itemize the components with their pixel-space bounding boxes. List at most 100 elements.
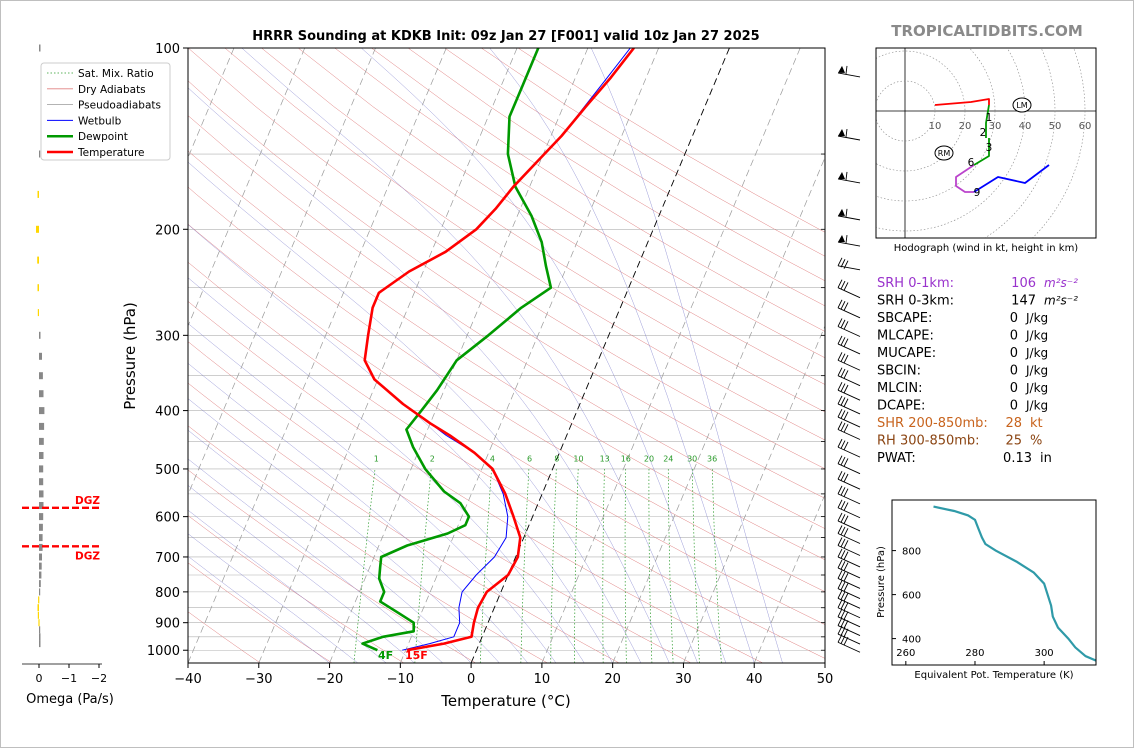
- wind-barb: [837, 485, 861, 505]
- dry-adiabat: [407, 48, 825, 307]
- theta-e-ticks: 260 280 300 400 600 800: [892, 547, 1054, 665]
- barb-feather: [837, 537, 843, 546]
- chart-title: HRRR Sounding at KDKB Init: 09z Jan 27 […: [252, 29, 759, 44]
- wind-barb: [837, 395, 861, 415]
- wind-barb: [837, 599, 861, 619]
- dry-adiabat: [334, 48, 825, 359]
- barb-feather: [843, 321, 849, 330]
- barb-feather: [845, 234, 848, 244]
- isotherm: [188, 48, 376, 496]
- dry-adiabat: [188, 115, 825, 529]
- wind-barb: [837, 65, 861, 78]
- wind-barb: [837, 559, 861, 579]
- barb-feather: [837, 634, 843, 643]
- hodo-ring-label: 60: [1079, 121, 1092, 132]
- skewt-ylabel: Pressure (hPa): [121, 302, 139, 410]
- isotherms: [188, 48, 825, 663]
- wind-barb: [837, 367, 861, 387]
- omega-bar: [39, 490, 44, 498]
- isotherm: [470, 48, 730, 663]
- wind-barb: [837, 279, 861, 299]
- index-unit: J/kg: [1025, 381, 1048, 395]
- theta-y-tick-label: 400: [902, 635, 921, 646]
- barb-staff: [837, 567, 861, 579]
- barb-feather: [840, 561, 846, 570]
- barb-feather: [837, 438, 843, 448]
- barb-feather: [840, 410, 846, 419]
- mixing-ratio-line: [692, 468, 700, 663]
- pseudoadiabat: [188, 362, 528, 663]
- dry-adiabat: [188, 382, 620, 663]
- barb-feather: [840, 550, 846, 559]
- index-unit: m²s⁻²: [1044, 276, 1078, 290]
- mixing-ratio-lines: [353, 468, 722, 663]
- barb-feather: [837, 395, 843, 405]
- y-tick-label: 200: [155, 223, 180, 238]
- barb-feather: [843, 424, 849, 433]
- mixing-ratio-label: 10: [573, 454, 583, 463]
- hodo-segment: [985, 104, 990, 138]
- barb-feather: [840, 514, 846, 523]
- omega-tick-label: −1: [61, 672, 77, 685]
- index-unit: J/kg: [1025, 329, 1048, 343]
- barb-staff: [837, 375, 861, 387]
- x-tick-label: 40: [746, 672, 763, 687]
- wind-barb: [837, 171, 861, 184]
- theta-e-xlabel: Equivalent Pot. Temperature (K): [914, 670, 1073, 681]
- barb-feather: [837, 525, 843, 534]
- wind-barb: [837, 455, 861, 475]
- omega-bar: [39, 437, 44, 445]
- omega-bar: [39, 588, 41, 596]
- omega-ticks: 0 −1 −2: [36, 664, 107, 685]
- index-value: 0: [1010, 381, 1018, 396]
- y-tick-label: 700: [155, 551, 180, 566]
- y-tick-label: 800: [155, 586, 180, 601]
- barb-feather: [843, 620, 849, 629]
- barb-feather: [840, 368, 846, 378]
- pseudoadiabat: [188, 398, 500, 663]
- omega-bar: [39, 331, 41, 339]
- omega-tick-label: 0: [36, 672, 43, 685]
- legend-label: Dewpoint: [78, 131, 128, 143]
- legend-label: Wetbulb: [78, 115, 122, 127]
- index-value: 0: [1010, 329, 1018, 344]
- index-label: DCAPE:: [877, 399, 925, 414]
- omega-bar: [39, 390, 44, 398]
- dry-adiabat: [371, 48, 825, 332]
- barb-feather: [837, 257, 843, 267]
- hodo-ring: [876, 50, 966, 172]
- barb-feather: [840, 397, 846, 406]
- surface-temp-label: 15F: [405, 649, 428, 662]
- isotherm: [753, 493, 825, 663]
- isotherm: [541, 48, 801, 663]
- omega-bar: [37, 309, 39, 317]
- barb-staff: [837, 215, 861, 221]
- index-label: RH 300-850mb:: [877, 434, 980, 449]
- index-unit: kt: [1030, 416, 1043, 431]
- barb-feather: [840, 618, 846, 628]
- index-unit: in: [1040, 451, 1052, 466]
- barb-pennant: [838, 235, 845, 243]
- omega-panel: DGZ DGZ 0 −1 −2 Omega (Pa/s): [22, 44, 114, 707]
- omega-bar: [39, 633, 41, 641]
- pseudoadiabat: [188, 87, 670, 663]
- barb-feather: [840, 353, 846, 362]
- barb-feather: [840, 337, 846, 346]
- index-unit: J/kg: [1025, 346, 1048, 360]
- omega-bar: [39, 571, 42, 579]
- index-label: SBCIN:: [877, 364, 921, 379]
- mixing-ratio-label: 30: [687, 454, 697, 463]
- wind-barb: [837, 438, 861, 458]
- hodograph-height-labels: 1 2 36 9: [968, 112, 993, 199]
- storm-motion-marker: [934, 145, 954, 161]
- barb-staff: [837, 135, 861, 141]
- hodo-ring: [876, 48, 996, 202]
- barb-feather: [843, 502, 849, 511]
- wind-barb: [837, 570, 861, 589]
- mixing-ratio-label: 36: [707, 454, 717, 463]
- pseudoadiabat: [188, 429, 472, 663]
- barb-feather: [845, 208, 848, 217]
- hodo-segment: [934, 98, 990, 106]
- mixing-ratio-label: 24: [663, 454, 673, 463]
- barb-feather: [837, 599, 843, 608]
